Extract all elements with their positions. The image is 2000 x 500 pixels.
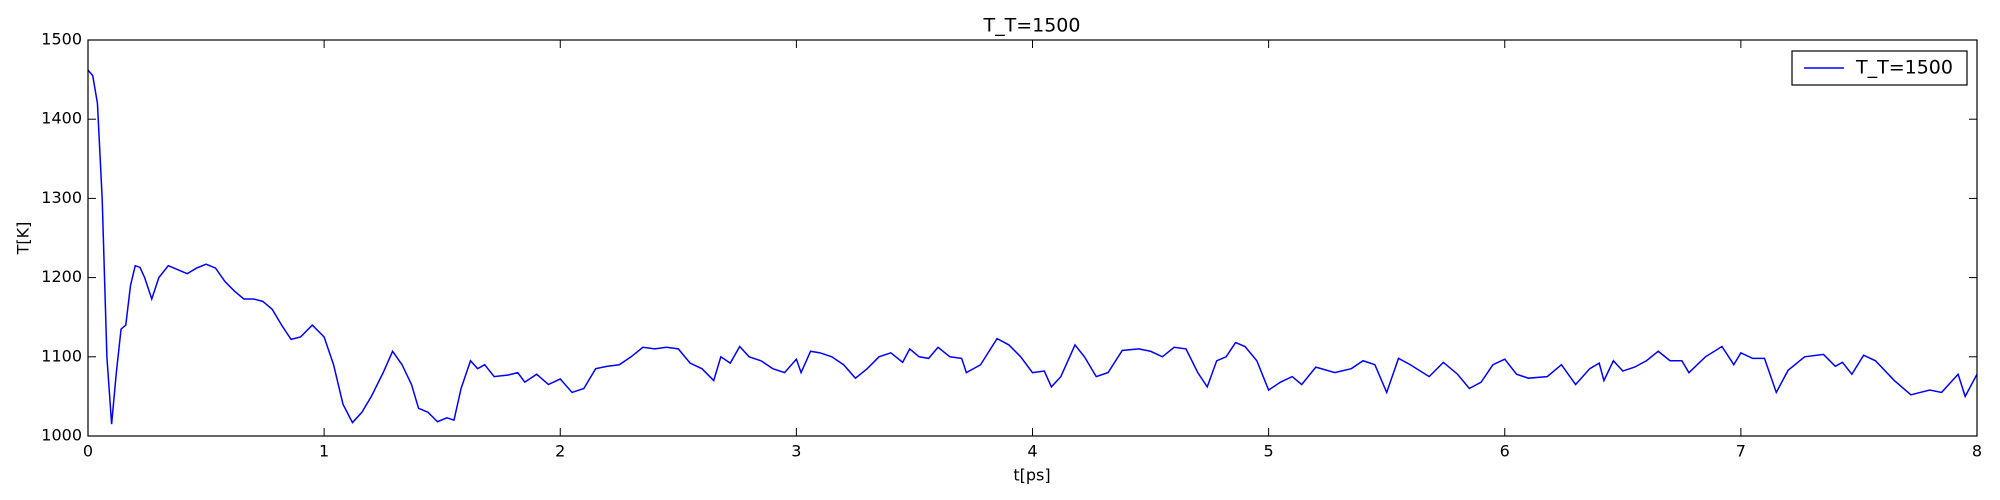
y-tick-label: 1000 — [41, 426, 82, 445]
x-tick-label: 2 — [555, 442, 565, 461]
legend-label: T_T=1500 — [1855, 57, 1953, 79]
y-axis-label: T[K] — [14, 222, 33, 256]
x-axis-label: t[ps] — [1013, 466, 1050, 485]
x-tick-label: 1 — [319, 442, 329, 461]
x-tick-label: 0 — [83, 442, 93, 461]
y-tick-label: 1100 — [41, 346, 82, 365]
x-tick-label: 6 — [1500, 442, 1510, 461]
y-tick-label: 1400 — [41, 109, 82, 128]
x-tick-label: 4 — [1027, 442, 1037, 461]
x-tick-label: 3 — [791, 442, 801, 461]
y-tick-label: 1200 — [41, 267, 82, 286]
y-tick-label: 1300 — [41, 188, 82, 207]
x-tick-label: 5 — [1264, 442, 1274, 461]
y-tick-label: 1500 — [41, 30, 82, 49]
data-line — [87, 69, 1978, 425]
plot-frame — [87, 39, 1978, 437]
x-tick-label: 8 — [1972, 442, 1982, 461]
chart-title: T_T=1500 — [983, 15, 1081, 37]
x-tick-label: 7 — [1736, 442, 1746, 461]
